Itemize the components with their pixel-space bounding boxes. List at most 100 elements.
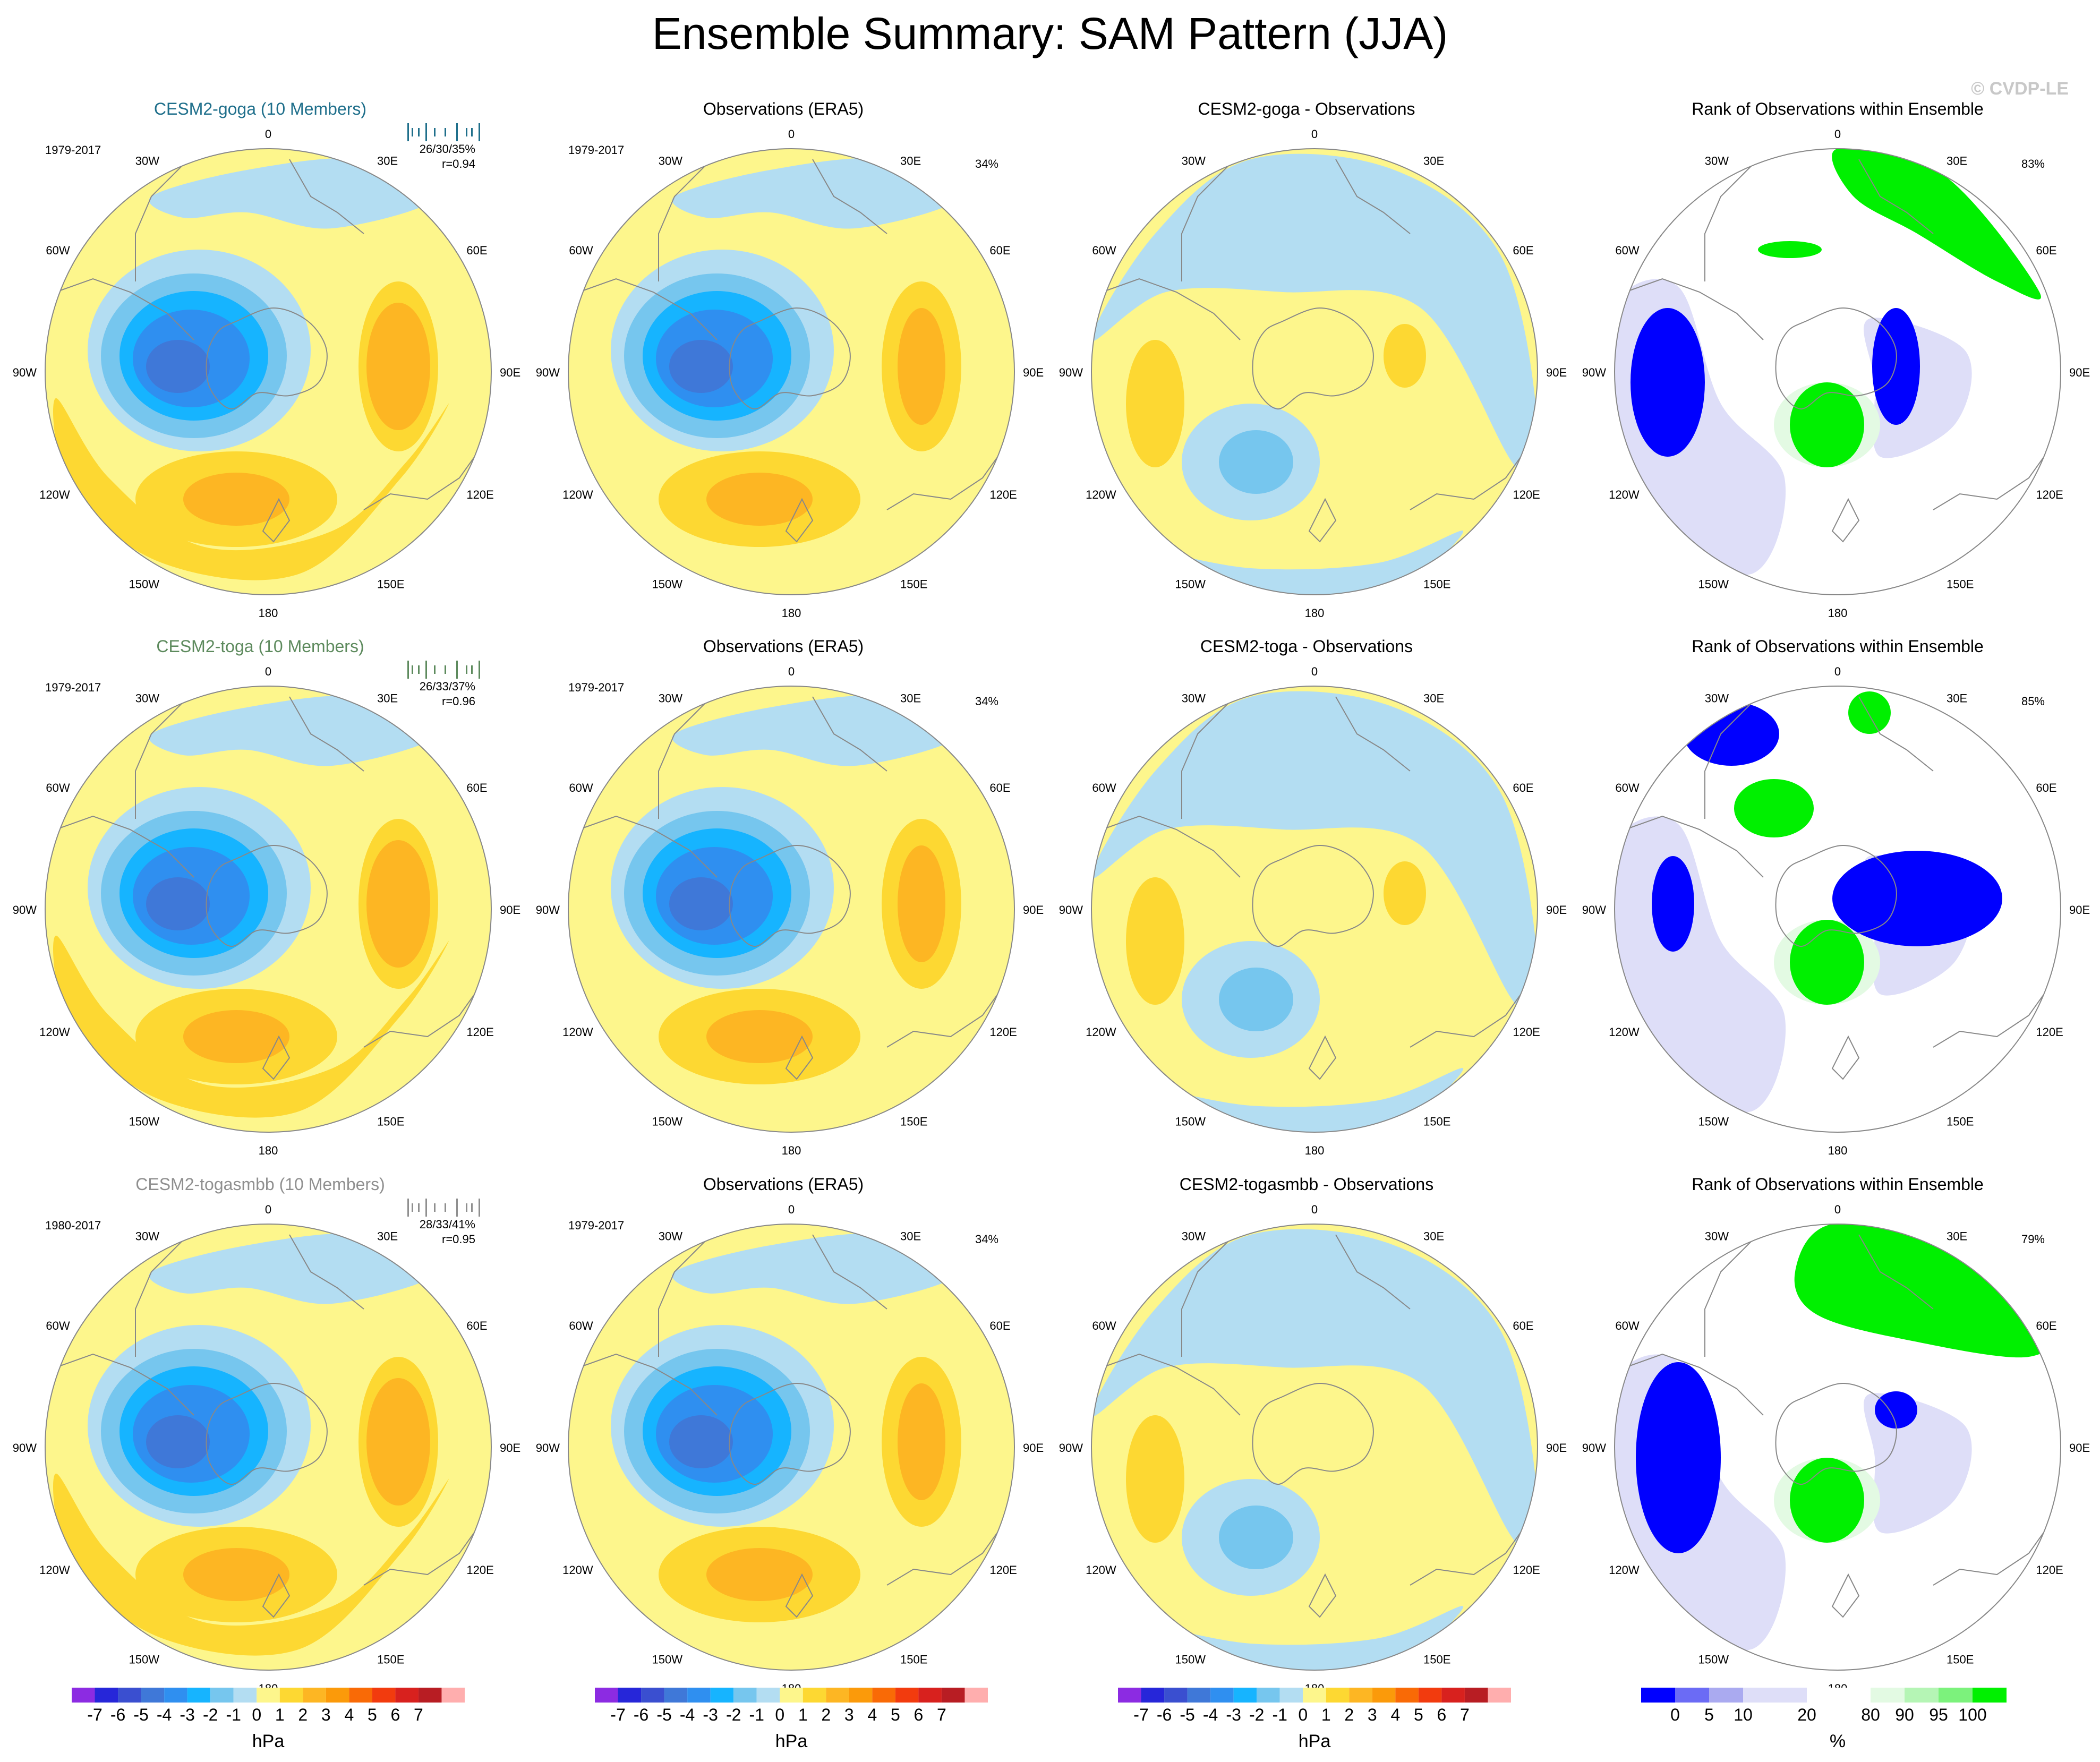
meridian-label-30E: 30E <box>900 1230 921 1243</box>
model-panel-title: CESM2-goga (10 Members) <box>154 99 366 118</box>
meridian-label-0: 0 <box>1834 665 1841 678</box>
africa-coastline <box>1335 159 1411 234</box>
antarctica-coastline <box>1252 307 1374 410</box>
meridian-label-90W: 90W <box>1582 903 1606 917</box>
south-america-coastline <box>1181 702 1230 819</box>
australia-coastline <box>363 440 486 510</box>
positive-anomaly-region <box>898 308 945 425</box>
colorbar-tick-label: 1 <box>798 1705 808 1724</box>
antarctica-coastline <box>1252 1382 1374 1485</box>
meridian-label-120W: 120W <box>39 1025 70 1039</box>
map-panel-obs: Observations (ERA5) 0 30E 60E 90E 120E 150E 180… <box>536 637 1044 1157</box>
meridian-label-60W: 60W <box>46 1319 70 1332</box>
colorbar-swatch <box>918 1688 942 1703</box>
map-panel-rank: Rank of Observations within Ensemble 0 30E… <box>1582 637 2090 1157</box>
colorbar-swatch <box>595 1688 618 1703</box>
meridian-label-60W: 60W <box>569 1319 593 1332</box>
highest-rank-region <box>1794 1224 2055 1358</box>
member-tick <box>407 1199 409 1217</box>
meridian-label-60E: 60E <box>466 1319 487 1332</box>
meridian-label-90E: 90E <box>1023 366 1044 379</box>
rank-percentage: 85% <box>2021 695 2045 708</box>
south-america-coastline <box>578 815 718 878</box>
africa-coastline <box>812 159 887 234</box>
meridian-label-90E: 90E <box>2069 366 2090 379</box>
antarctica-coastline <box>1775 1382 1897 1485</box>
meridian-label-30W: 30W <box>1705 692 1729 705</box>
colorbar-swatch <box>733 1688 757 1703</box>
meridian-label-90E: 90E <box>1023 1441 1044 1455</box>
meridian-label-30E: 30E <box>900 155 921 168</box>
map-border <box>568 148 1015 595</box>
colorbar-swatch <box>1441 1688 1465 1703</box>
diff-panel-title: CESM2-togasmbb - Observations <box>1180 1175 1433 1194</box>
lowest-rank-region <box>1636 1362 1721 1553</box>
meridian-label-30E: 30E <box>1423 1230 1444 1243</box>
meridian-label-180: 180 <box>1828 1144 1848 1157</box>
positive-anomaly-region <box>183 1010 289 1063</box>
rank-panel-title: Rank of Observations within Ensemble <box>1692 1175 1984 1194</box>
meridian-label-90W: 90W <box>13 903 37 917</box>
meridian-label-90E: 90E <box>1546 903 1567 917</box>
colorbar-swatch <box>1395 1688 1419 1703</box>
colorbar-swatch <box>326 1688 349 1703</box>
colorbar-swatch <box>257 1688 280 1703</box>
model-correlation: r=0.94 <box>442 157 475 170</box>
meridian-label-120E: 120E <box>2036 488 2063 501</box>
negative-anomaly-region <box>1091 1229 1538 1550</box>
model-correlation: r=0.96 <box>442 695 475 708</box>
new-zealand-coastline <box>785 1573 814 1618</box>
colorbar-swatch <box>1210 1688 1234 1703</box>
colorbar-rank: 0 5 10 20 80 90 95 100% <box>1641 1688 2007 1751</box>
meridian-label-60E: 60E <box>1513 781 1533 794</box>
negative-anomaly-region <box>146 340 210 393</box>
colorbar-tick-label: 0 <box>775 1705 784 1724</box>
meridian-label-150W: 150W <box>1698 1115 1729 1128</box>
meridian-label-60E: 60E <box>1513 244 1533 257</box>
meridian-label-30E: 30E <box>1423 155 1444 168</box>
rank-percentage: 79% <box>2021 1233 2045 1246</box>
meridian-label-90W: 90W <box>536 1441 560 1455</box>
meridian-label-60E: 60E <box>2036 244 2056 257</box>
meridian-label-150W: 150W <box>1175 1653 1206 1666</box>
meridian-label-120E: 120E <box>2036 1025 2063 1039</box>
meridian-label-60E: 60E <box>1513 1319 1533 1332</box>
negative-anomaly-region <box>149 158 439 229</box>
positive-anomaly-region <box>53 935 449 1118</box>
colorbar-tick-label: -4 <box>1203 1705 1218 1724</box>
member-tick <box>434 1203 436 1212</box>
obs-panel-title: Observations (ERA5) <box>703 637 864 656</box>
antarctica-coastline <box>206 844 328 947</box>
colorbar-swatch <box>710 1688 734 1703</box>
colorbar-tick-label: -7 <box>1133 1705 1148 1724</box>
colorbar-tick-label: 10 <box>1734 1705 1753 1724</box>
meridian-label-120W: 120W <box>1086 1563 1116 1577</box>
positive-anomaly-region <box>1126 340 1184 467</box>
obs-years: 1979-2017 <box>568 681 624 694</box>
colorbar-swatch <box>141 1688 165 1703</box>
meridian-label-150W: 150W <box>129 1115 160 1128</box>
rank-percentage: 83% <box>2021 157 2045 170</box>
lowest-rank-region <box>1684 702 1779 766</box>
meridian-label-120W: 120W <box>562 488 593 501</box>
map-field <box>45 686 491 1132</box>
meridian-label-120E: 120E <box>2036 1563 2063 1577</box>
colorbar-swatch <box>118 1688 141 1703</box>
colorbar-swatch <box>1257 1688 1280 1703</box>
meridian-label-90E: 90E <box>1546 1441 1567 1455</box>
antarctica-coastline <box>729 844 851 947</box>
meridian-label-60W: 60W <box>1615 244 1639 257</box>
positive-anomaly-region <box>1126 1415 1184 1543</box>
colorbar-tick-label: 5 <box>1414 1705 1423 1724</box>
map-field <box>1091 149 1538 595</box>
new-zealand-coastline <box>1308 498 1337 543</box>
negative-anomaly-region <box>669 877 733 930</box>
colorbar-swatch <box>872 1688 895 1703</box>
member-tick <box>456 1199 458 1217</box>
map-panel-model: CESM2-toga (10 Members) 0 30E 60E 90E 120E 150… <box>13 637 520 1157</box>
map-field <box>1615 1224 2061 1670</box>
member-rug <box>407 1199 480 1217</box>
obs-explained-variance: 34% <box>975 1233 998 1246</box>
meridian-label-60W: 60W <box>46 244 70 257</box>
map-field <box>1615 149 2061 595</box>
